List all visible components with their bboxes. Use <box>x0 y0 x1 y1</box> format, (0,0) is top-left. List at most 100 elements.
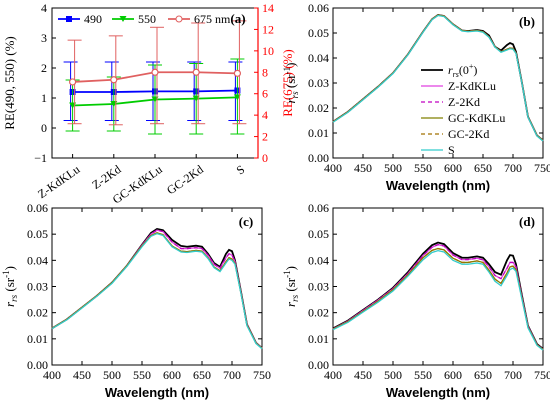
x-tick-label: 600 <box>444 368 462 382</box>
y-tick-label: 0.03 <box>308 76 329 90</box>
data-point <box>233 69 241 77</box>
y-tick-label: 0.01 <box>27 332 48 346</box>
series-line-rrs-0- <box>332 241 544 350</box>
x-tick-label: Z-2Kd <box>89 162 123 192</box>
x-tick-label: 500 <box>384 161 402 175</box>
legend-label: S <box>448 143 455 157</box>
x-tick-label: 450 <box>354 161 372 175</box>
y-tick-label: 0.00 <box>308 151 329 165</box>
y-tick-label: 0.00 <box>308 358 329 372</box>
series-line-Z-2Kd <box>332 14 544 141</box>
y-tick-label: −1 <box>34 151 47 165</box>
series-line-Z-KdKLu <box>332 14 544 141</box>
y-tick-label: 0.04 <box>308 51 329 65</box>
y2-tick-label: 4 <box>262 108 268 122</box>
x-tick-label: 650 <box>193 368 211 382</box>
panel-label: (d) <box>519 214 535 229</box>
legend-close: ) <box>473 63 477 77</box>
panel-b: 400 450 500 550 600 650 700 750 0.00 0.01 0.02 0.03… <box>282 1 550 193</box>
y-tick-label: 0 <box>41 121 47 135</box>
y-title-r: r <box>2 301 17 307</box>
data-point <box>68 78 77 86</box>
legend-label: 550 <box>138 12 156 26</box>
x-tick-label: 750 <box>534 368 550 382</box>
y-tick-label: 4 <box>41 1 47 15</box>
legend-marker <box>175 15 183 23</box>
y-tick-label: 2 <box>41 61 47 75</box>
plot-frame <box>332 7 544 159</box>
legend-label: 490 <box>84 12 102 26</box>
series-line-GC-KdKLu <box>332 247 544 351</box>
y-tick-label: 0.05 <box>308 26 329 40</box>
series-line-Z-KdKLu <box>332 243 544 350</box>
x-tick-label: 450 <box>73 368 91 382</box>
y-tick-label: 0.06 <box>308 1 329 15</box>
x-tick-label: S <box>234 162 248 177</box>
x-tick-label: 750 <box>534 161 550 175</box>
plot-frame <box>51 207 263 366</box>
y-tick-label: 0.03 <box>308 280 329 294</box>
y-title-close: ) <box>283 63 298 67</box>
legend-label: Z-KdKLu <box>448 79 496 93</box>
panel-label: (b) <box>519 14 535 29</box>
legend-label: 675 nm <box>194 12 231 26</box>
legend-label: rrs(0+) <box>448 62 477 79</box>
legend: 490 550 675 nm <box>58 12 231 26</box>
y-tick-label: 0.04 <box>308 253 329 267</box>
y-title-unit: (sr <box>283 277 298 295</box>
y-axis-title: RE(490, 550) (%) <box>2 36 17 130</box>
y-tick-label: 0.02 <box>308 306 329 320</box>
y-tick-label: 3 <box>41 31 47 45</box>
y-tick-label: 0.03 <box>27 280 48 294</box>
y-title-sup: -1 <box>282 67 292 75</box>
y-tick-label: 0.00 <box>27 358 48 372</box>
panel-d: 400 450 500 550 600 650 700 750 0.00 0.01 0.02 0.03… <box>282 201 550 400</box>
y-title-unit: (sr <box>2 277 17 295</box>
x-tick-label: 650 <box>474 368 492 382</box>
y-title-sub: rs <box>290 91 300 99</box>
y-tick-label: 0.01 <box>308 126 329 140</box>
legend-marker <box>66 16 72 22</box>
legend-label: GC-2Kd <box>448 127 489 141</box>
x-tick-label: 400 <box>324 161 342 175</box>
series-line-S <box>332 249 544 351</box>
panel-c: 400 450 500 550 600 650 700 750 0.00 0.01 0.02 0.03… <box>1 201 271 400</box>
y2-tick-label: 0 <box>262 151 268 165</box>
y2-tick-label: 6 <box>262 87 268 101</box>
x-tick-label: 550 <box>414 368 432 382</box>
x-tick-label: 650 <box>474 161 492 175</box>
x-tick-label: 400 <box>43 368 61 382</box>
series-line-GC-2Kd <box>332 14 544 141</box>
panel-label: (c) <box>239 214 253 229</box>
x-tick-label: 600 <box>444 161 462 175</box>
x-axis-title: Wavelength (nm) <box>386 178 490 193</box>
series-line-GC-2Kd <box>332 247 544 351</box>
y-title-r: r <box>283 97 298 103</box>
y-tick-label: 0.06 <box>27 201 48 215</box>
x-tick-label: 700 <box>504 161 522 175</box>
x-tick-label: 550 <box>133 368 151 382</box>
series-line-S <box>51 232 263 350</box>
x-tick-label: 700 <box>504 368 522 382</box>
x-axis-title: Wavelength (nm) <box>386 385 490 400</box>
y-tick-label: 0.05 <box>27 227 48 241</box>
y-title-sub: rs <box>290 294 300 302</box>
y-tick-label: 0.02 <box>308 101 329 115</box>
legend-marker <box>119 16 127 22</box>
x-tick-label: 500 <box>384 368 402 382</box>
y-axis-title: rrs (sr-1) <box>282 63 300 104</box>
y-axis-title: rrs (sr-1) <box>1 266 19 307</box>
y-title-close: ) <box>2 266 17 270</box>
legend-label: GC-KdKLu <box>448 111 505 125</box>
y2-tick-label: 10 <box>262 44 274 58</box>
y-title-sub: rs <box>9 294 19 302</box>
x-axis-title: Wavelength (nm) <box>105 385 209 400</box>
legend-sub: rs <box>453 70 459 79</box>
y2-axis-title: RE(675) (%) <box>280 49 295 117</box>
y-tick-label: 0.06 <box>308 201 329 215</box>
y-title-sup: -1 <box>1 270 11 278</box>
x-tick-label: 400 <box>324 368 342 382</box>
series-line-rrs-0- <box>332 14 544 142</box>
y2-tick-label: 8 <box>262 65 268 79</box>
